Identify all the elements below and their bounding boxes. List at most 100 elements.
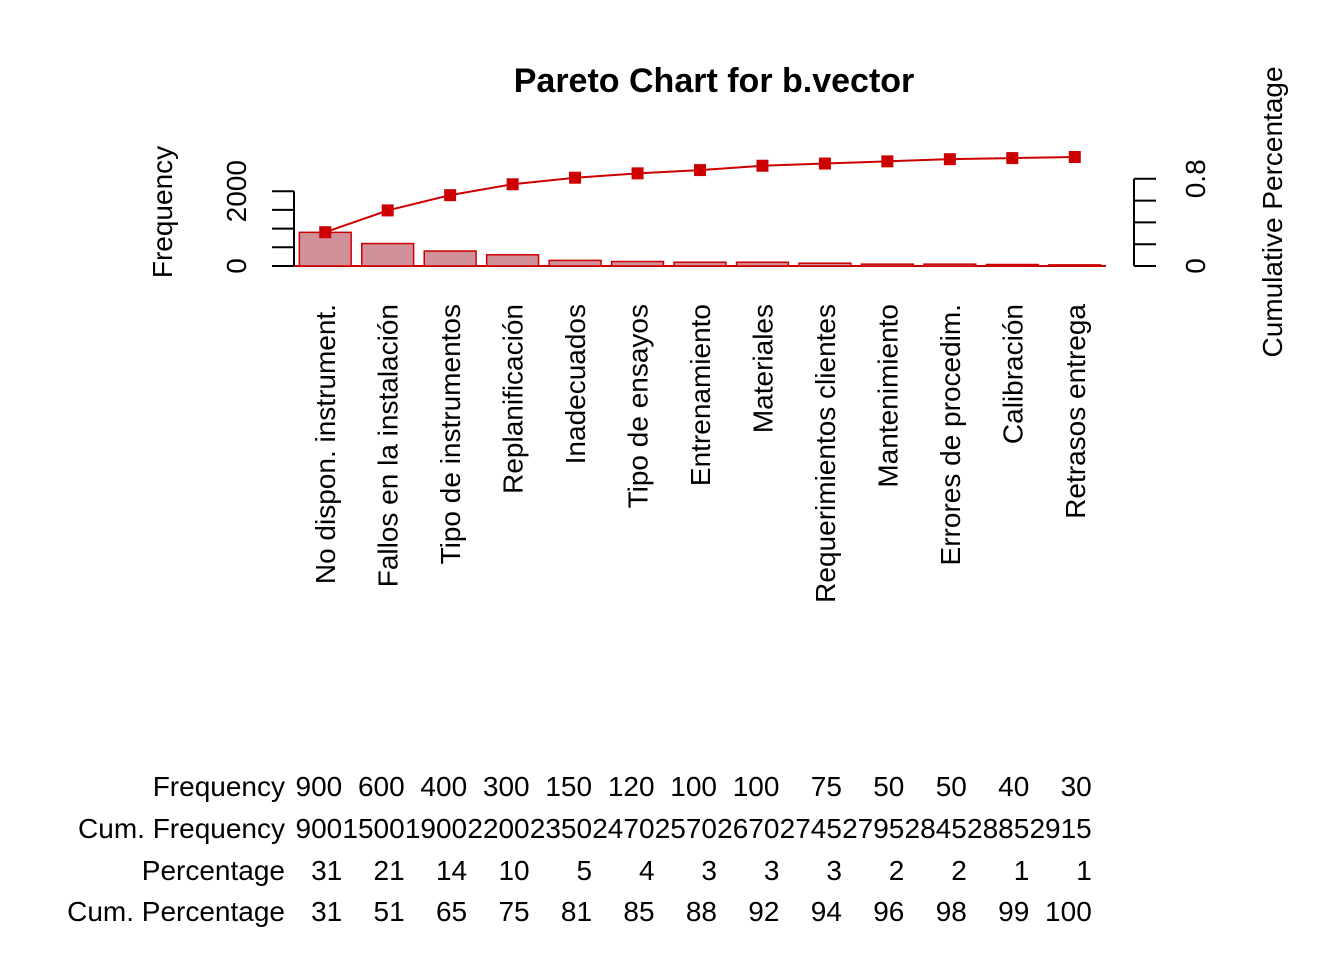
table-cell: 2670 xyxy=(717,813,779,844)
x-tick-label: Errores de procedim. xyxy=(935,304,966,565)
table-cell: 5 xyxy=(576,855,592,886)
x-tick-label: Entrenamiento xyxy=(685,304,716,486)
table-cell: 900 xyxy=(296,813,343,844)
x-tick-label: Replanificación xyxy=(498,304,529,494)
table-cell: 85 xyxy=(623,896,654,927)
bar xyxy=(485,254,540,267)
table-cell: 92 xyxy=(748,896,779,927)
cumulative-point xyxy=(818,157,831,170)
cumulative-point xyxy=(381,204,394,217)
table-cell: 3 xyxy=(764,855,780,886)
bar xyxy=(610,260,665,267)
y-axis-label-right: Cumulative Percentage xyxy=(1257,66,1288,357)
table-cell: 14 xyxy=(436,855,467,886)
x-tick-label: Tipo de instrumentos xyxy=(435,304,466,564)
table-cell: 3 xyxy=(701,855,717,886)
table-cell: 2885 xyxy=(967,813,1029,844)
table-cell: 21 xyxy=(374,855,405,886)
table-cell: 50 xyxy=(936,771,967,802)
x-tick-label: Materiales xyxy=(747,304,778,433)
table-cell: 31 xyxy=(311,855,342,886)
right-tick-label: 0.8 xyxy=(1180,159,1211,198)
summary-table: Frequency 900 600 400 300 150 120 100 100 75 50 50 4… xyxy=(67,771,1092,927)
bar xyxy=(548,259,602,267)
x-tick-label: Inadecuados xyxy=(560,304,591,464)
x-tick-label: Retrasos entrega xyxy=(1060,304,1091,519)
x-tick-label: Fallos en la instalación xyxy=(373,304,404,587)
table-cell: 120 xyxy=(608,771,655,802)
bar xyxy=(423,250,477,267)
table-cell: 2795 xyxy=(842,813,904,844)
left-tick-label: 0 xyxy=(221,258,252,274)
table-cell: 2570 xyxy=(655,813,717,844)
cumulative-point xyxy=(506,178,519,191)
table-cell: 900 xyxy=(296,771,343,802)
table-row-label: Cum. Frequency xyxy=(78,813,285,844)
table-cell: 10 xyxy=(498,855,529,886)
bar xyxy=(923,263,977,267)
chart-title: Pareto Chart for b.vector xyxy=(514,62,915,100)
cumulative-point xyxy=(1068,151,1081,163)
table-cell: 88 xyxy=(686,896,717,927)
table-cell: 100 xyxy=(733,771,780,802)
table-row-label: Frequency xyxy=(153,771,285,802)
table-cell: 2915 xyxy=(1029,813,1091,844)
table-cell: 600 xyxy=(358,771,405,802)
cumulative-point xyxy=(1006,152,1019,165)
bar xyxy=(985,263,1039,267)
cumulative-point xyxy=(319,226,332,239)
cumulative-point xyxy=(444,189,457,202)
table-cell: 100 xyxy=(1045,896,1092,927)
table-cell: 100 xyxy=(670,771,717,802)
right-tick-label: 0 xyxy=(1180,258,1211,274)
table-cell: 2745 xyxy=(780,813,842,844)
table-cell: 1900 xyxy=(405,813,467,844)
table-cell: 30 xyxy=(1061,771,1092,802)
cumulative-point xyxy=(569,171,582,184)
table-cell: 51 xyxy=(374,896,405,927)
table-cell: 99 xyxy=(998,896,1029,927)
y-axis-label-left: Frequency xyxy=(147,146,178,278)
table-cell: 2200 xyxy=(467,813,529,844)
table-cell: 98 xyxy=(936,896,967,927)
table-cell: 1 xyxy=(1014,855,1030,886)
table-cell: 81 xyxy=(561,896,592,927)
table-cell: 3 xyxy=(826,855,842,886)
table-cell: 75 xyxy=(498,896,529,927)
table-cell: 2 xyxy=(951,855,967,886)
bar xyxy=(361,242,415,267)
table-cell: 65 xyxy=(436,896,467,927)
x-tick-label: Tipo de ensayos xyxy=(623,304,654,508)
cumulative-point xyxy=(756,159,769,172)
table-cell: 4 xyxy=(639,855,655,886)
table-cell: 1500 xyxy=(342,813,404,844)
table-cell: 94 xyxy=(811,896,842,927)
bar xyxy=(798,262,852,267)
table-cell: 2350 xyxy=(530,813,592,844)
cumulative-point xyxy=(631,167,644,180)
table-cell: 150 xyxy=(545,771,592,802)
cumulative-point xyxy=(694,164,706,177)
table-cell: 2470 xyxy=(592,813,654,844)
bar xyxy=(298,231,352,267)
bar xyxy=(860,263,915,267)
plot-area: 0 2000 0 0.8 No dispon. instrument. Fallos en… xyxy=(221,151,1211,603)
table-cell: 2 xyxy=(889,855,905,886)
table-cell: 1 xyxy=(1076,855,1092,886)
table-row-label: Percentage xyxy=(142,855,285,886)
table-cell: 40 xyxy=(998,771,1029,802)
table-cell: 2845 xyxy=(905,813,967,844)
table-cell: 400 xyxy=(420,771,467,802)
table-cell: 300 xyxy=(483,771,530,802)
table-row-label: Cum. Percentage xyxy=(67,896,285,927)
cumulative-point xyxy=(881,155,894,168)
cumulative-point xyxy=(943,153,956,166)
table-cell: 50 xyxy=(873,771,904,802)
x-tick-label: Calibración xyxy=(997,304,1028,444)
x-tick-label: Requerimientos clientes xyxy=(810,304,841,603)
x-tick-label: No dispon. instrument. xyxy=(310,304,341,584)
x-tick-label: Mantenimiento xyxy=(872,304,903,488)
table-cell: 31 xyxy=(311,896,342,927)
